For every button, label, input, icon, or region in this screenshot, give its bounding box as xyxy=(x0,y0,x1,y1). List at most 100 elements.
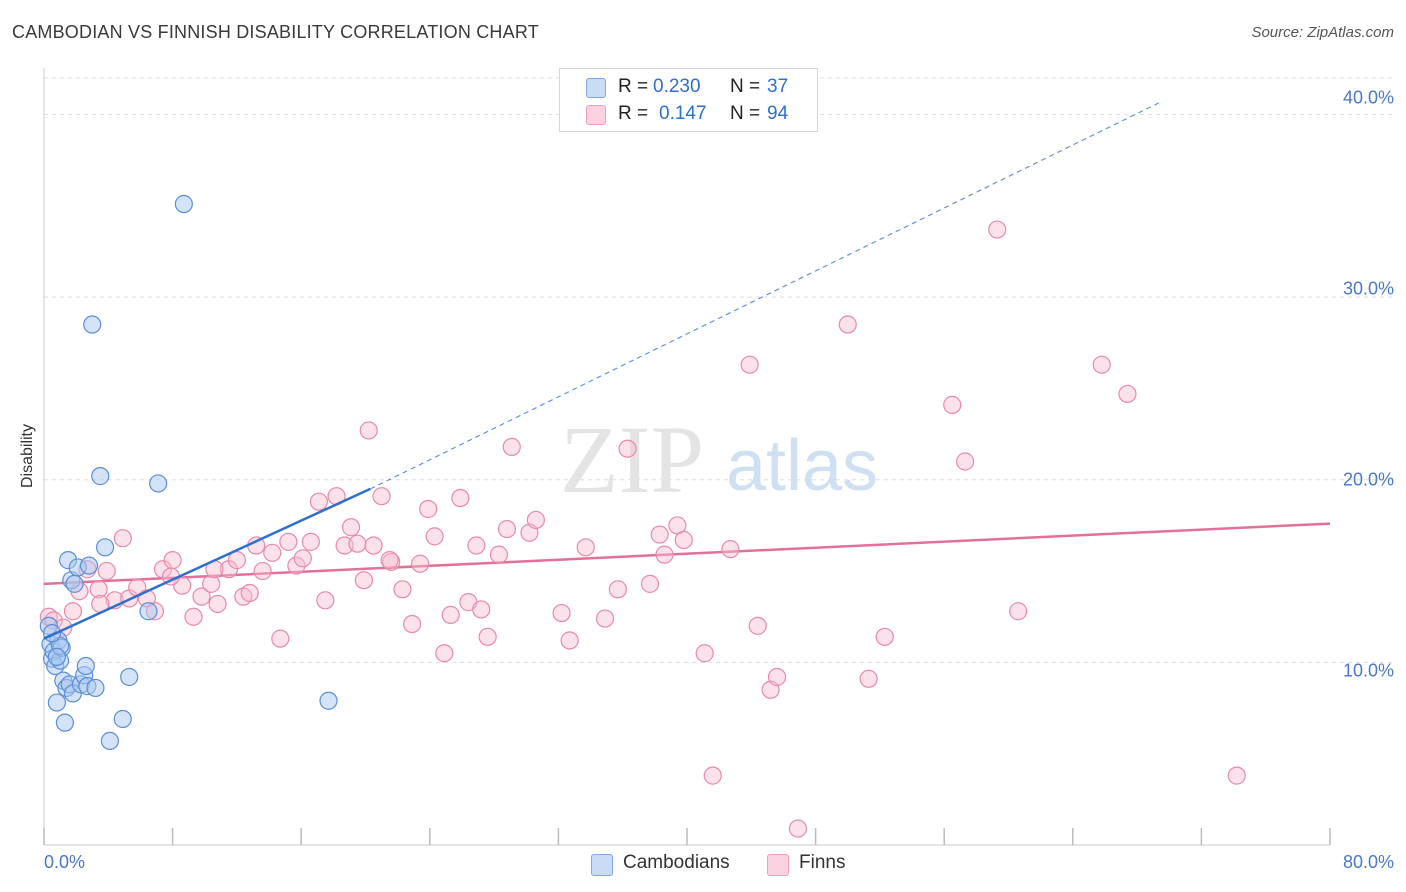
data-point-finns xyxy=(875,627,894,646)
data-point-finns xyxy=(240,583,259,603)
data-point-finns xyxy=(552,603,571,623)
legend-label-finns: Finns xyxy=(799,852,846,873)
data-point-cambodians xyxy=(47,647,66,667)
data-point-finns xyxy=(341,518,361,537)
data-point-finns xyxy=(497,519,517,539)
data-point-finns xyxy=(859,669,878,688)
data-point-finns xyxy=(184,607,203,626)
y-tick-label: 10.0% xyxy=(1342,660,1394,681)
data-point-cambodians xyxy=(79,556,99,575)
data-point-finns xyxy=(576,538,595,557)
data-point-cambodians xyxy=(65,574,84,593)
data-point-finns xyxy=(703,766,722,785)
data-point-finns xyxy=(63,602,83,621)
data-point-cambodians xyxy=(91,467,110,486)
data-point-finns xyxy=(955,452,975,471)
x-tick-label-max: 80.0% xyxy=(1342,852,1394,872)
data-point-cambodians xyxy=(86,678,105,698)
legend-item-cambodians[interactable]: Cambodians xyxy=(591,852,730,876)
legend-r-label: R = xyxy=(618,76,649,97)
data-point-finns xyxy=(364,536,383,555)
data-point-cambodians xyxy=(139,602,158,621)
data-point-finns xyxy=(393,580,412,599)
data-point-finns xyxy=(650,525,669,544)
legend-n-value: 37 xyxy=(767,76,789,97)
data-point-cambodians xyxy=(120,667,139,687)
data-point-cambodians xyxy=(113,709,132,729)
y-tick-label: 20.0% xyxy=(1342,469,1394,490)
trendline-finns xyxy=(43,522,1331,586)
data-point-finns xyxy=(411,554,430,573)
x-tick-label-min: 0.0% xyxy=(44,852,86,872)
data-point-finns xyxy=(1092,355,1111,374)
data-point-cambodians xyxy=(83,315,102,334)
data-point-finns xyxy=(478,627,497,646)
data-point-finns xyxy=(113,529,132,548)
data-point-finns xyxy=(309,492,328,511)
data-point-finns xyxy=(560,631,579,650)
data-point-finns xyxy=(287,556,306,575)
watermark-atlas: atlas xyxy=(726,426,878,506)
trendline-cambodians xyxy=(43,487,371,640)
data-point-finns xyxy=(89,580,108,599)
data-point-finns xyxy=(202,574,221,593)
data-point-cambodians xyxy=(76,656,95,676)
data-point-finns xyxy=(655,545,674,564)
data-point-finns xyxy=(595,609,615,628)
legend-row-finns: R = 0.147 N = 94 xyxy=(560,101,817,127)
data-point-finns xyxy=(403,614,422,634)
legend-n-label: N = xyxy=(730,103,761,124)
watermark-zip: ZIP xyxy=(560,406,704,513)
data-point-cambodians xyxy=(95,538,115,557)
legend-r-value: 0.147 xyxy=(659,103,707,124)
stats-legend: R = 0.230 N = 37 R = 0.147 N = 94 xyxy=(559,68,818,132)
data-point-finns xyxy=(441,605,460,625)
chart-title: CAMBODIAN VS FINNISH DISABILITY CORRELAT… xyxy=(12,22,539,42)
legend-label-cambodians: Cambodians xyxy=(623,852,730,873)
legend-n-label: N = xyxy=(730,76,761,97)
data-point-finns xyxy=(435,644,454,663)
data-point-finns xyxy=(767,667,787,687)
legend-swatch-cambodians xyxy=(591,854,613,876)
data-point-finns xyxy=(788,819,808,838)
data-point-finns xyxy=(354,571,373,590)
data-point-finns xyxy=(489,545,509,564)
legend-swatch-cambodians xyxy=(586,78,606,98)
y-tick-label: 30.0% xyxy=(1342,278,1394,299)
data-point-finns xyxy=(1009,602,1028,621)
legend-swatch-finns xyxy=(586,105,606,125)
data-point-finns xyxy=(502,437,521,456)
data-point-finns xyxy=(192,587,211,606)
legend-row-cambodians: R = 0.230 N = 37 xyxy=(560,74,817,100)
data-point-finns xyxy=(674,530,693,550)
data-point-cambodians xyxy=(319,691,338,710)
data-point-finns xyxy=(419,499,438,519)
data-point-finns xyxy=(618,439,637,458)
data-point-finns xyxy=(838,315,857,334)
data-point-finns xyxy=(467,536,486,555)
legend-n-value: 94 xyxy=(767,103,789,124)
data-point-finns xyxy=(608,580,627,599)
data-point-finns xyxy=(1227,766,1246,785)
legend-item-finns[interactable]: Finns xyxy=(767,852,846,876)
data-point-finns xyxy=(1118,384,1137,404)
data-point-finns xyxy=(695,644,714,663)
source-label: Source: ZipAtlas.com xyxy=(1251,24,1394,41)
data-point-finns xyxy=(451,488,470,508)
data-point-finns xyxy=(301,532,320,551)
data-point-finns xyxy=(748,616,767,635)
data-point-finns xyxy=(425,527,444,546)
data-point-finns xyxy=(348,534,367,553)
data-point-finns xyxy=(472,600,491,619)
data-point-cambodians xyxy=(100,731,120,751)
legend-swatch-finns xyxy=(767,854,789,876)
data-point-cambodians xyxy=(149,474,168,493)
data-point-finns xyxy=(316,591,335,610)
data-point-finns xyxy=(359,421,378,440)
data-point-finns xyxy=(380,551,399,570)
data-point-finns xyxy=(163,551,182,570)
data-point-finns xyxy=(97,561,116,581)
data-point-finns xyxy=(640,574,660,593)
data-point-cambodians xyxy=(47,693,66,712)
